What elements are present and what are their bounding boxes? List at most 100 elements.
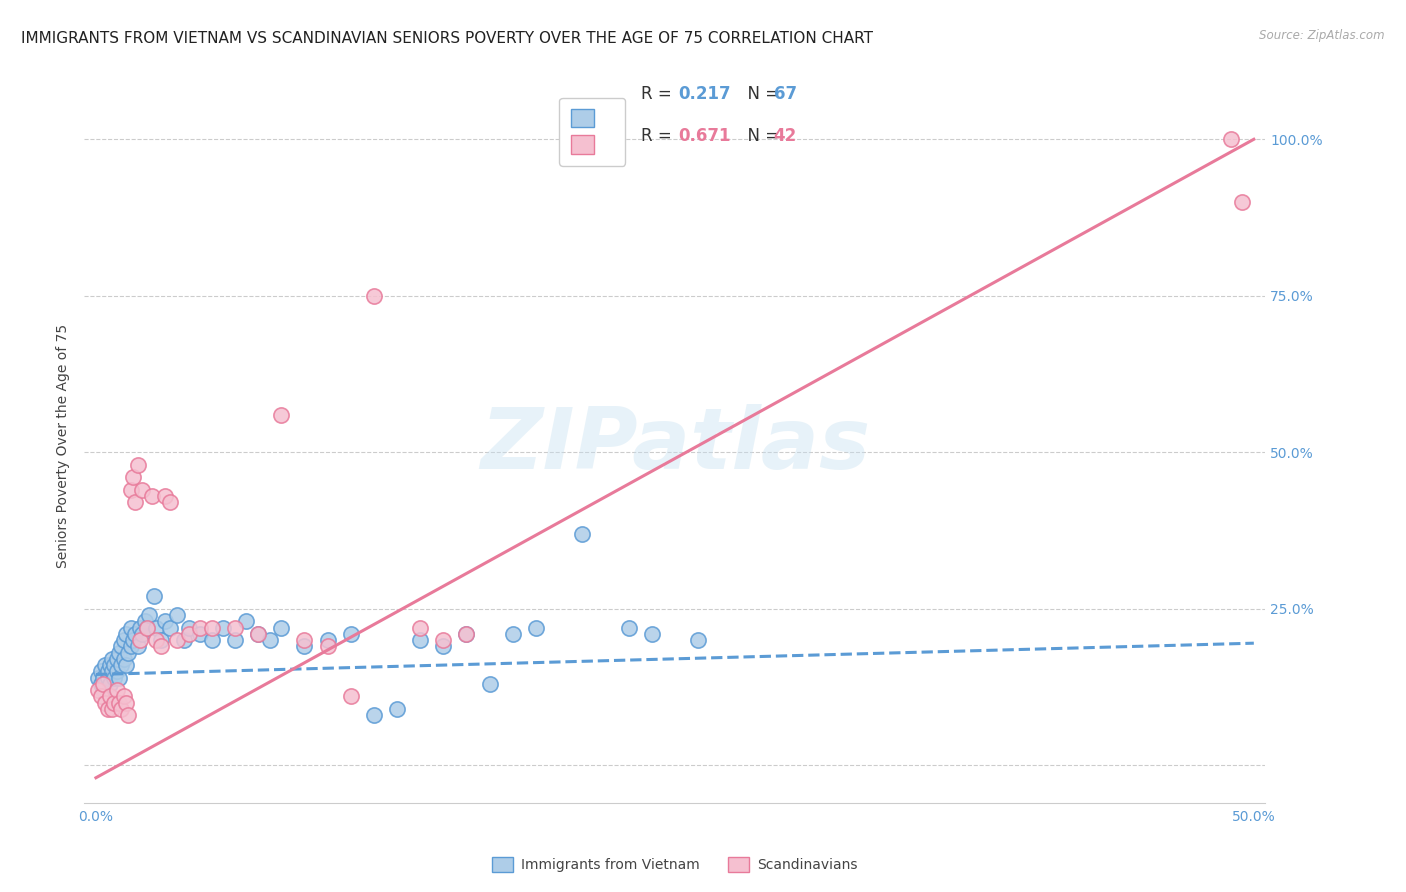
Point (103, 658, 125, 673)
Point (339, 627, 361, 641)
Point (571, 526, 593, 541)
Point (201, 633, 224, 648)
Point (105, 665, 128, 679)
Point (122, 633, 145, 648)
Point (385, 702, 408, 716)
Point (173, 633, 195, 648)
Point (478, 677, 501, 691)
Point (127, 640, 149, 654)
Text: ZIPatlas: ZIPatlas (479, 404, 870, 488)
Point (641, 627, 664, 641)
Point (409, 633, 432, 648)
Point (270, 408, 292, 422)
Point (166, 607, 188, 622)
Text: N =: N = (737, 85, 785, 103)
Point (135, 621, 157, 635)
Point (292, 633, 315, 648)
Point (149, 640, 172, 654)
Point (177, 621, 200, 635)
Point (235, 614, 257, 628)
Point (456, 627, 478, 641)
Text: 42: 42 (773, 127, 797, 145)
Point (316, 640, 339, 654)
Point (131, 483, 153, 497)
Point (224, 633, 246, 648)
Point (292, 640, 315, 654)
Point (155, 489, 177, 503)
Point (141, 489, 163, 503)
Point (224, 621, 246, 635)
Point (247, 627, 270, 641)
Point (135, 621, 157, 635)
Point (110, 702, 132, 716)
Point (177, 627, 200, 641)
Point (270, 621, 292, 635)
Point (617, 621, 640, 635)
Point (363, 708, 385, 723)
Point (96, 665, 118, 679)
Point (145, 621, 167, 635)
Point (1219, 132, 1241, 146)
Point (101, 702, 124, 716)
Point (108, 646, 131, 660)
Point (112, 652, 135, 666)
Point (115, 627, 138, 641)
Text: R =: R = (641, 127, 678, 145)
Point (149, 633, 172, 648)
Point (90, 690, 112, 704)
Point (91, 677, 114, 691)
Point (188, 621, 211, 635)
Point (90, 677, 112, 691)
Point (212, 621, 235, 635)
Text: IMMIGRANTS FROM VIETNAM VS SCANDINAVIAN SENIORS POVERTY OVER THE AGE OF 75 CORRE: IMMIGRANTS FROM VIETNAM VS SCANDINAVIAN … (21, 31, 873, 46)
Point (96, 702, 118, 716)
Point (87, 671, 110, 685)
Point (524, 621, 547, 635)
Point (120, 483, 142, 497)
Point (98, 690, 121, 704)
Point (98, 677, 121, 691)
Point (432, 633, 454, 648)
Point (188, 627, 211, 641)
Point (103, 696, 125, 710)
Point (159, 621, 181, 635)
Point (456, 627, 478, 641)
Point (101, 652, 124, 666)
Point (159, 495, 181, 509)
Point (120, 621, 142, 635)
Point (90, 665, 112, 679)
Point (115, 658, 138, 673)
Point (686, 633, 709, 648)
Point (259, 633, 281, 648)
Point (87, 683, 110, 698)
Point (142, 589, 165, 603)
Point (96, 671, 118, 685)
Point (201, 621, 224, 635)
Point (316, 633, 339, 648)
Point (105, 683, 128, 698)
Point (155, 614, 177, 628)
Point (432, 640, 454, 654)
Point (131, 627, 153, 641)
Point (94, 696, 117, 710)
Point (108, 671, 131, 685)
Point (502, 627, 524, 641)
Point (124, 627, 146, 641)
Point (138, 607, 160, 622)
Point (94, 677, 117, 691)
Point (363, 289, 385, 303)
Point (115, 696, 138, 710)
Y-axis label: Seniors Poverty Over the Age of 75: Seniors Poverty Over the Age of 75 (56, 324, 70, 568)
Text: Source: ZipAtlas.com: Source: ZipAtlas.com (1260, 29, 1385, 42)
Point (101, 665, 124, 679)
Point (122, 470, 145, 484)
Point (124, 495, 146, 509)
Text: N =: N = (737, 127, 785, 145)
Point (339, 690, 361, 704)
Point (247, 627, 270, 641)
Point (91, 683, 114, 698)
Point (129, 633, 152, 648)
Point (117, 708, 139, 723)
Point (129, 621, 152, 635)
Point (117, 646, 139, 660)
